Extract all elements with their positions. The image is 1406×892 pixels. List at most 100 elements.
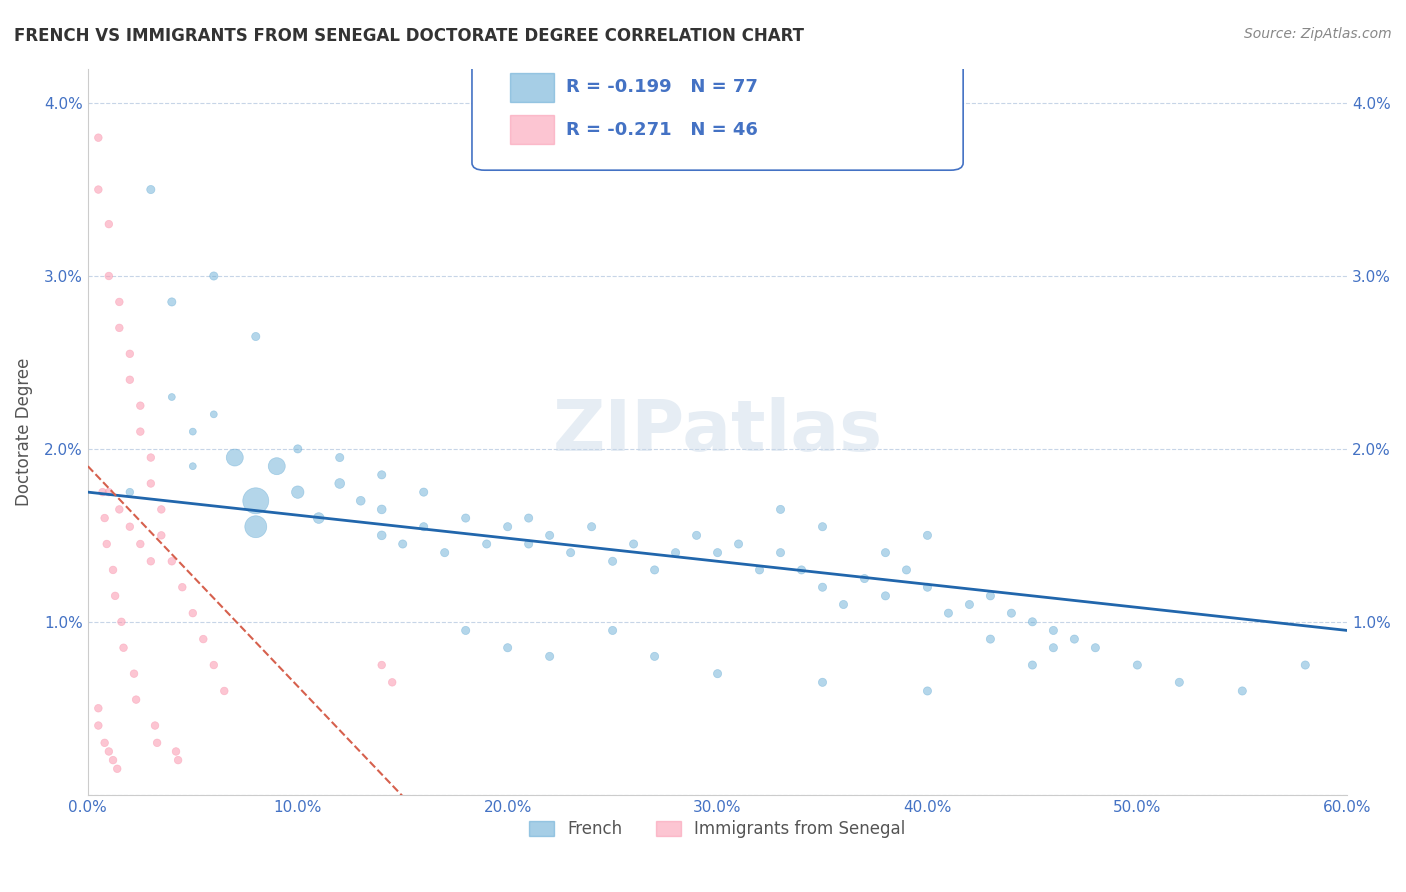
- Point: [979, 589, 1001, 603]
- Point: [433, 546, 456, 560]
- Point: [160, 390, 183, 404]
- Point: [181, 459, 204, 474]
- Point: [193, 632, 215, 646]
- Point: [118, 373, 141, 387]
- Text: ZIPatlas: ZIPatlas: [553, 397, 883, 467]
- Point: [202, 268, 225, 283]
- Point: [496, 640, 519, 655]
- Point: [172, 580, 194, 594]
- Point: [602, 554, 624, 568]
- Point: [1042, 640, 1064, 655]
- Point: [146, 736, 169, 750]
- Point: [122, 666, 145, 681]
- Point: [87, 183, 110, 197]
- Point: [875, 589, 897, 603]
- Point: [1232, 684, 1254, 698]
- Point: [1021, 658, 1043, 673]
- Point: [104, 589, 127, 603]
- Point: [517, 537, 540, 551]
- Point: [875, 546, 897, 560]
- Point: [560, 546, 582, 560]
- Point: [108, 502, 131, 516]
- Point: [370, 467, 392, 482]
- Point: [96, 537, 118, 551]
- Point: [581, 519, 603, 533]
- Point: [139, 476, 162, 491]
- Point: [160, 294, 183, 309]
- Point: [790, 563, 813, 577]
- Point: [97, 268, 120, 283]
- Bar: [510, 72, 554, 102]
- Point: [287, 485, 309, 500]
- Point: [475, 537, 498, 551]
- Point: [139, 450, 162, 465]
- Point: [853, 572, 876, 586]
- Point: [1126, 658, 1149, 673]
- Point: [917, 580, 939, 594]
- Point: [412, 519, 434, 533]
- Point: [101, 753, 124, 767]
- Point: [87, 130, 110, 145]
- Point: [167, 753, 190, 767]
- Point: [308, 511, 330, 525]
- Point: [811, 580, 834, 594]
- Point: [832, 598, 855, 612]
- Point: [644, 649, 666, 664]
- Point: [202, 658, 225, 673]
- Point: [224, 450, 246, 465]
- Point: [139, 554, 162, 568]
- Point: [1000, 606, 1022, 620]
- Point: [381, 675, 404, 690]
- Point: [93, 511, 115, 525]
- Point: [329, 476, 352, 491]
- Point: [129, 537, 152, 551]
- Point: [139, 183, 162, 197]
- Point: [150, 502, 173, 516]
- Point: [129, 425, 152, 439]
- Point: [959, 598, 981, 612]
- Point: [938, 606, 960, 620]
- FancyBboxPatch shape: [472, 62, 963, 170]
- Point: [245, 329, 267, 343]
- Point: [105, 762, 128, 776]
- Point: [118, 347, 141, 361]
- Point: [917, 528, 939, 542]
- Point: [979, 632, 1001, 646]
- Point: [811, 519, 834, 533]
- Point: [202, 407, 225, 421]
- Point: [118, 519, 141, 533]
- Point: [110, 615, 132, 629]
- Point: [329, 450, 352, 465]
- Point: [1021, 615, 1043, 629]
- Point: [97, 217, 120, 231]
- Point: [769, 546, 792, 560]
- Point: [748, 563, 770, 577]
- Point: [1063, 632, 1085, 646]
- Text: FRENCH VS IMMIGRANTS FROM SENEGAL DOCTORATE DEGREE CORRELATION CHART: FRENCH VS IMMIGRANTS FROM SENEGAL DOCTOR…: [14, 27, 804, 45]
- Point: [91, 485, 114, 500]
- Point: [454, 624, 477, 638]
- Point: [129, 399, 152, 413]
- Point: [412, 485, 434, 500]
- Point: [496, 519, 519, 533]
- Point: [97, 485, 120, 500]
- Point: [644, 563, 666, 577]
- Point: [245, 493, 267, 508]
- Point: [350, 493, 373, 508]
- Point: [108, 294, 131, 309]
- Legend: French, Immigrants from Senegal: French, Immigrants from Senegal: [523, 814, 912, 845]
- Point: [118, 485, 141, 500]
- Point: [143, 718, 166, 732]
- Point: [538, 528, 561, 542]
- Point: [112, 640, 135, 655]
- Point: [87, 718, 110, 732]
- Point: [245, 519, 267, 533]
- Text: Source: ZipAtlas.com: Source: ZipAtlas.com: [1244, 27, 1392, 41]
- Point: [896, 563, 918, 577]
- Point: [266, 459, 288, 474]
- Point: [706, 666, 728, 681]
- Text: R = -0.271   N = 46: R = -0.271 N = 46: [567, 120, 758, 138]
- Bar: [510, 115, 554, 144]
- Point: [623, 537, 645, 551]
- Point: [1168, 675, 1191, 690]
